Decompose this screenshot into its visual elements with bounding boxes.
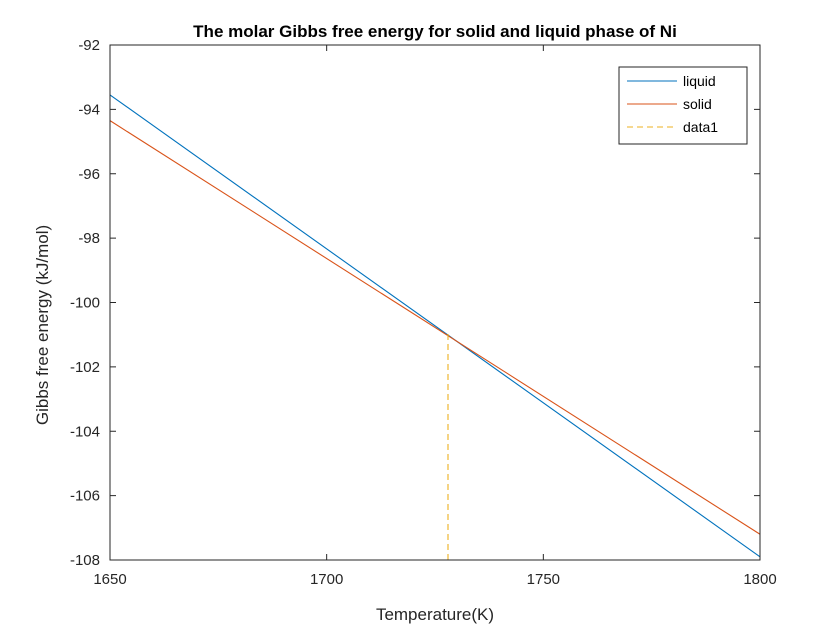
y-tick-label: -98: [78, 230, 100, 247]
y-tick-label: -108: [70, 552, 100, 569]
x-tick-label: 1700: [310, 571, 343, 588]
series-layer: [109, 94, 761, 560]
x-tick-label: 1800: [743, 571, 776, 588]
legend: liquid solid data1: [618, 66, 748, 145]
y-tick-label: -100: [70, 295, 100, 312]
y-tick-label: -102: [70, 359, 100, 376]
chart-title: The molar Gibbs free energy for solid an…: [193, 22, 677, 41]
y-tick-label: -94: [78, 101, 100, 118]
y-tick-label: -96: [78, 166, 100, 183]
y-tick-label: -104: [70, 423, 100, 440]
legend-label-liquid: liquid: [683, 73, 716, 89]
legend-label-solid: solid: [683, 96, 712, 112]
series-line-liquid: [109, 94, 761, 558]
x-tick-label: 1750: [527, 571, 560, 588]
legend-box: [618, 66, 748, 145]
y-tick-label: -92: [78, 37, 100, 54]
y-tick-label: -106: [70, 488, 100, 505]
legend-label-data1: data1: [683, 119, 718, 135]
x-tick-label: 1650: [93, 571, 126, 588]
y-axis-label: Gibbs free energy (kJ/mol): [33, 225, 52, 425]
x-axis-label: Temperature(K): [376, 605, 494, 624]
ticks-layer: 1650 1700 1750 1800 -108 -106 -104 -102 -100 -98 -…: [70, 37, 777, 588]
series-line-solid: [109, 120, 761, 535]
